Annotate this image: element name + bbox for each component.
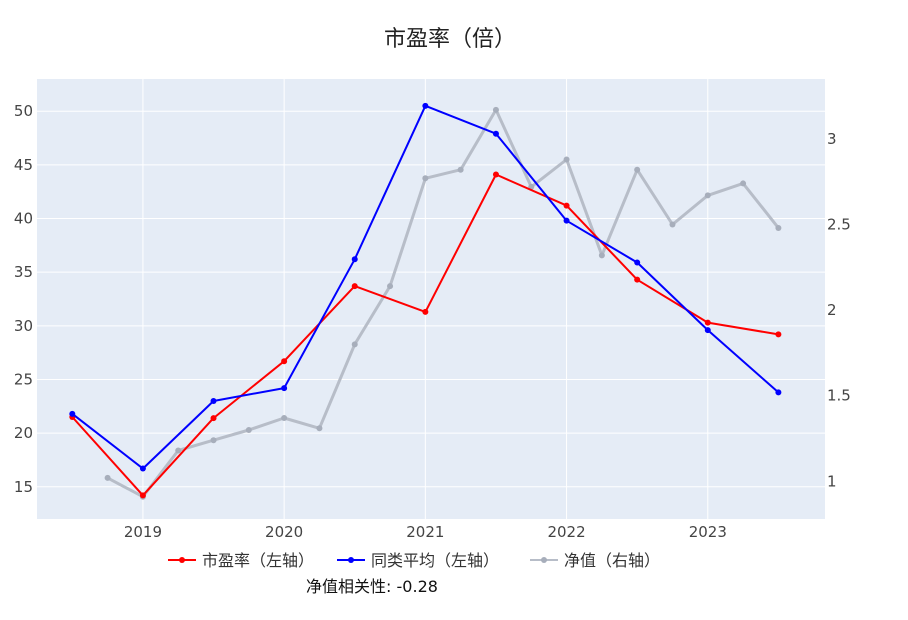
data-point[interactable] xyxy=(281,414,288,421)
data-point[interactable] xyxy=(175,447,182,454)
data-point[interactable] xyxy=(210,437,217,444)
series-pe xyxy=(69,171,782,499)
data-point[interactable] xyxy=(69,410,76,417)
series-peer-avg xyxy=(69,102,782,472)
data-point[interactable] xyxy=(210,397,217,404)
data-point[interactable] xyxy=(563,156,570,163)
y-left-tick-label: 30 xyxy=(14,317,33,335)
data-point[interactable] xyxy=(634,259,641,266)
data-point[interactable] xyxy=(598,252,605,259)
legend[interactable]: 市盈率（左轴） 同类平均（左轴） 净值（右轴） xyxy=(168,551,660,570)
data-point[interactable] xyxy=(245,426,252,433)
data-point[interactable] xyxy=(422,308,429,315)
data-point[interactable] xyxy=(281,385,288,392)
legend-item[interactable]: 净值（右轴） xyxy=(530,551,660,570)
x-tick-label: 2020 xyxy=(265,523,303,541)
data-point[interactable] xyxy=(669,221,676,228)
x-tick-label: 2021 xyxy=(406,523,444,541)
data-point[interactable] xyxy=(775,389,782,396)
y-left-tick-label: 20 xyxy=(14,424,33,442)
y-left-tick-label: 50 xyxy=(14,102,33,120)
data-point[interactable] xyxy=(104,474,111,481)
chart-title: 市盈率（倍） xyxy=(384,27,516,52)
data-point[interactable] xyxy=(704,319,711,326)
y-right-tick-label: 2 xyxy=(827,301,837,319)
legend-item[interactable]: 市盈率（左轴） xyxy=(168,551,314,570)
legend-item[interactable]: 同类平均（左轴） xyxy=(337,551,499,570)
correlation-annotation: 净值相关性: -0.28 xyxy=(306,577,438,596)
y-left-tick-label: 45 xyxy=(14,156,33,174)
data-point[interactable] xyxy=(281,358,288,365)
y-right-tick-label: 1.5 xyxy=(827,387,851,405)
data-point[interactable] xyxy=(351,283,358,290)
y-right-axis-ticks: 1 1.5 2 2.5 3 xyxy=(827,130,851,490)
y-left-tick-label: 40 xyxy=(14,210,33,228)
data-point[interactable] xyxy=(457,166,464,173)
series-line xyxy=(106,108,780,499)
legend-swatch-marker xyxy=(541,557,547,563)
y-left-tick-label: 15 xyxy=(14,478,33,496)
data-point[interactable] xyxy=(492,171,499,178)
y-right-tick-label: 2.5 xyxy=(827,216,851,234)
data-point[interactable] xyxy=(387,283,394,290)
data-point[interactable] xyxy=(316,425,323,432)
data-point[interactable] xyxy=(351,341,358,348)
data-point[interactable] xyxy=(422,175,429,182)
data-point[interactable] xyxy=(775,224,782,231)
data-point[interactable] xyxy=(775,331,782,338)
y-left-tick-label: 35 xyxy=(14,263,33,281)
x-axis-ticks: 2019 2020 2021 2022 2023 xyxy=(124,523,727,541)
data-point[interactable] xyxy=(351,256,358,263)
series-layer xyxy=(69,102,782,500)
y-left-axis-ticks: 15 20 25 30 35 40 45 50 xyxy=(14,102,33,496)
y-left-tick-label: 25 xyxy=(14,370,33,388)
x-tick-label: 2023 xyxy=(689,523,727,541)
legend-swatch-marker xyxy=(348,557,354,563)
gridlines xyxy=(37,79,825,519)
data-point[interactable] xyxy=(422,102,429,109)
data-point[interactable] xyxy=(139,492,146,499)
data-point[interactable] xyxy=(704,327,711,334)
legend-label: 净值（右轴） xyxy=(564,551,660,570)
series-nav xyxy=(104,106,782,500)
data-point[interactable] xyxy=(563,202,570,209)
data-point[interactable] xyxy=(492,130,499,137)
x-tick-label: 2019 xyxy=(124,523,162,541)
legend-label: 市盈率（左轴） xyxy=(202,551,314,570)
x-tick-label: 2022 xyxy=(547,523,585,541)
y-right-tick-label: 1 xyxy=(827,472,837,490)
data-point[interactable] xyxy=(492,106,499,113)
data-point[interactable] xyxy=(740,180,747,187)
data-point[interactable] xyxy=(563,217,570,224)
legend-label: 同类平均（左轴） xyxy=(371,551,499,570)
data-point[interactable] xyxy=(139,465,146,472)
data-point[interactable] xyxy=(634,166,641,173)
legend-swatch-marker xyxy=(179,557,185,563)
data-point[interactable] xyxy=(704,192,711,199)
data-point[interactable] xyxy=(210,415,217,422)
y-right-tick-label: 3 xyxy=(827,130,837,148)
data-point[interactable] xyxy=(634,276,641,283)
